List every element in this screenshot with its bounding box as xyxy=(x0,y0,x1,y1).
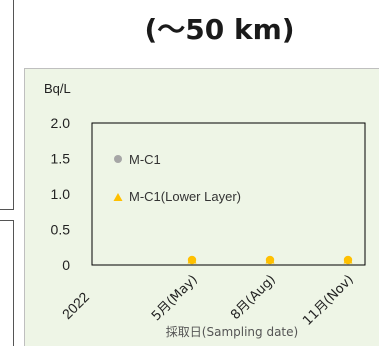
page-title: (～50 km) xyxy=(144,13,295,46)
left-frame-bottom xyxy=(0,220,14,346)
legend: M-C1 M-C1(Lower Layer) xyxy=(113,152,241,204)
data-points xyxy=(187,255,353,265)
left-frame-top xyxy=(0,0,14,210)
legend-label-m-c1: M-C1 xyxy=(129,152,161,167)
legend-label-m-c1-lower-layer: M-C1(Lower Layer) xyxy=(129,189,241,204)
y-axis-label: Bq/L xyxy=(44,81,71,96)
x-tick-label: 11月(Nov) xyxy=(300,272,357,329)
x-ticks: 5月(May) 8月(Aug) 11月(Nov) xyxy=(149,272,357,329)
x-tick-label: 8月(Aug) xyxy=(228,272,279,323)
y-tick-label: 0.5 xyxy=(51,222,71,238)
legend-marker-m-c1 xyxy=(114,155,122,163)
y-tick-label: 0 xyxy=(62,257,70,273)
data-point-overlap xyxy=(343,255,353,265)
year-label: 2022 xyxy=(59,289,92,322)
x-axis-label: 採取日(Sampling date) xyxy=(166,325,298,339)
data-point-overlap xyxy=(187,255,197,265)
y-ticks: 2.0 1.5 1.0 0.5 0 xyxy=(51,115,71,273)
y-tick-label: 2.0 xyxy=(51,115,71,131)
y-tick-label: 1.5 xyxy=(51,151,71,167)
data-point-overlap xyxy=(265,255,275,265)
plot-area xyxy=(91,122,366,266)
y-tick-label: 1.0 xyxy=(51,186,71,202)
x-tick-label: 5月(May) xyxy=(149,272,201,324)
legend-marker-m-c1-lower-layer xyxy=(113,193,123,201)
